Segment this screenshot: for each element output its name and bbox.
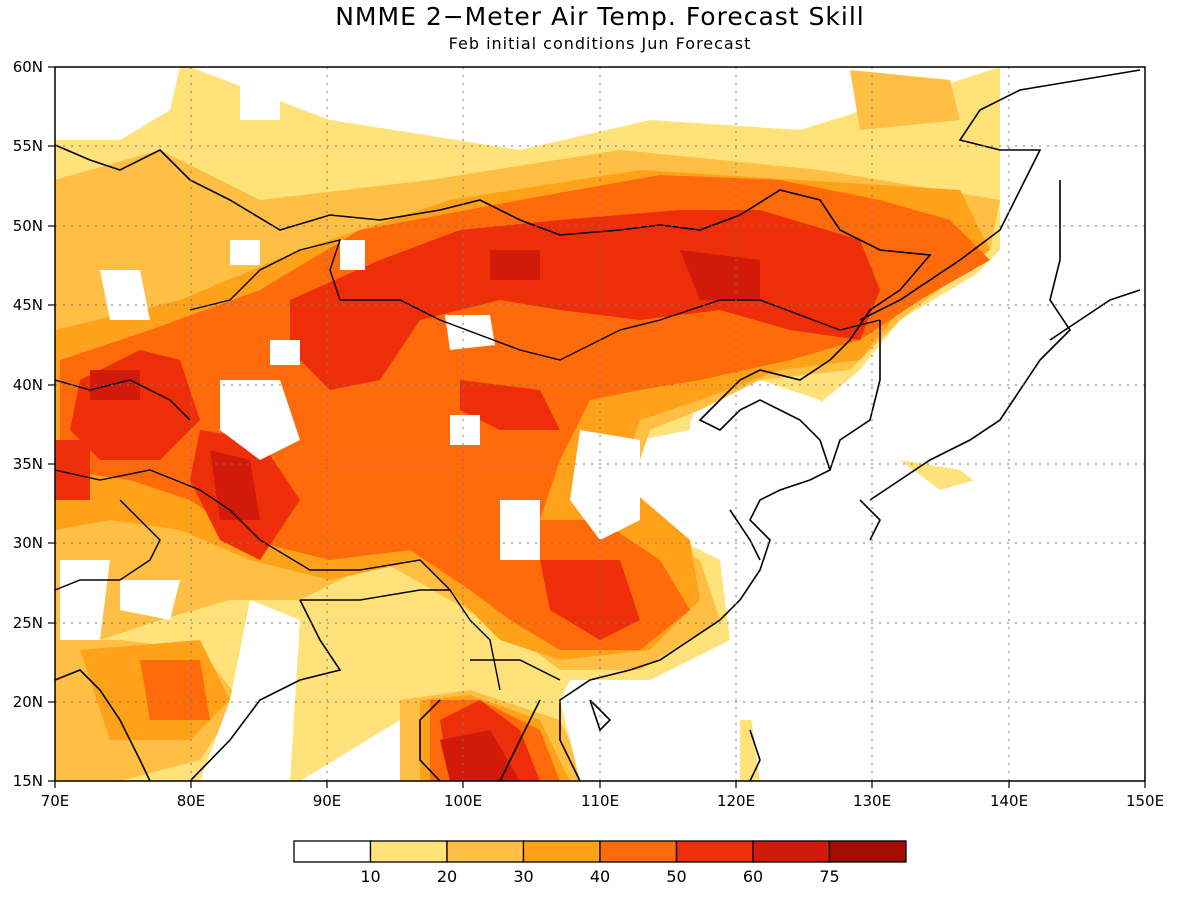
lon-tick-label: 100E — [444, 792, 482, 810]
coastlines — [55, 69, 1141, 781]
colorbar-labels: 10 20 30 40 50 60 75 — [360, 867, 839, 886]
map-subtitle: Feb initial conditions Jun Forecast — [448, 34, 752, 53]
lon-tick-labels: 70E 80E 90E 100E 110E 120E 130E 140E 150… — [41, 792, 1164, 810]
colorbar-label: 60 — [743, 867, 763, 886]
gridlines — [55, 67, 1145, 781]
colorbar-label: 40 — [590, 867, 610, 886]
colorbar-bin — [522, 840, 601, 863]
country-borders — [55, 239, 881, 691]
skill-level-6 — [90, 250, 760, 781]
lat-tick-label: 45N — [13, 296, 43, 314]
lat-tick-label: 30N — [13, 534, 43, 552]
colorbar-bin — [369, 840, 448, 863]
map-title: NMME 2−Meter Air Temp. Forecast Skill — [335, 2, 865, 31]
lat-tick-labels: 15N 20N 25N 30N 35N 40N 45N 50N 55N 60N — [13, 58, 43, 790]
colorbar-bin — [599, 840, 678, 863]
lon-tick-label: 140E — [990, 792, 1028, 810]
colorbar-bin — [752, 840, 831, 863]
lon-tick-label: 120E — [717, 792, 755, 810]
axis-ticks — [48, 66, 1146, 788]
lat-tick-label: 40N — [13, 376, 43, 394]
colorbar-label: 50 — [666, 867, 686, 886]
colorbar-bin — [828, 840, 907, 863]
lon-tick-label: 110E — [581, 792, 619, 810]
lon-tick-label: 130E — [853, 792, 891, 810]
colorbar-bin — [293, 840, 372, 863]
colorbar-label: 30 — [513, 867, 533, 886]
lon-tick-label: 90E — [313, 792, 342, 810]
lat-tick-label: 25N — [13, 614, 43, 632]
lat-tick-label: 35N — [13, 455, 43, 473]
lon-tick-label: 150E — [1126, 792, 1164, 810]
lon-tick-label: 80E — [177, 792, 206, 810]
lon-tick-label: 70E — [41, 792, 70, 810]
lat-tick-label: 50N — [13, 217, 43, 235]
lat-tick-label: 55N — [13, 137, 43, 155]
colorbar-label: 75 — [819, 867, 839, 886]
skill-level-0-holes — [55, 67, 1145, 781]
colorbar — [293, 840, 907, 863]
colorbar-label: 10 — [360, 867, 380, 886]
skill-level-5 — [55, 210, 880, 781]
skill-field — [55, 67, 1145, 781]
colorbar-bin — [446, 840, 525, 863]
colorbar-bin — [675, 840, 754, 863]
lat-tick-label: 60N — [13, 58, 43, 76]
lat-tick-label: 20N — [13, 693, 43, 711]
colorbar-label: 20 — [437, 867, 457, 886]
lat-tick-label: 15N — [13, 772, 43, 790]
